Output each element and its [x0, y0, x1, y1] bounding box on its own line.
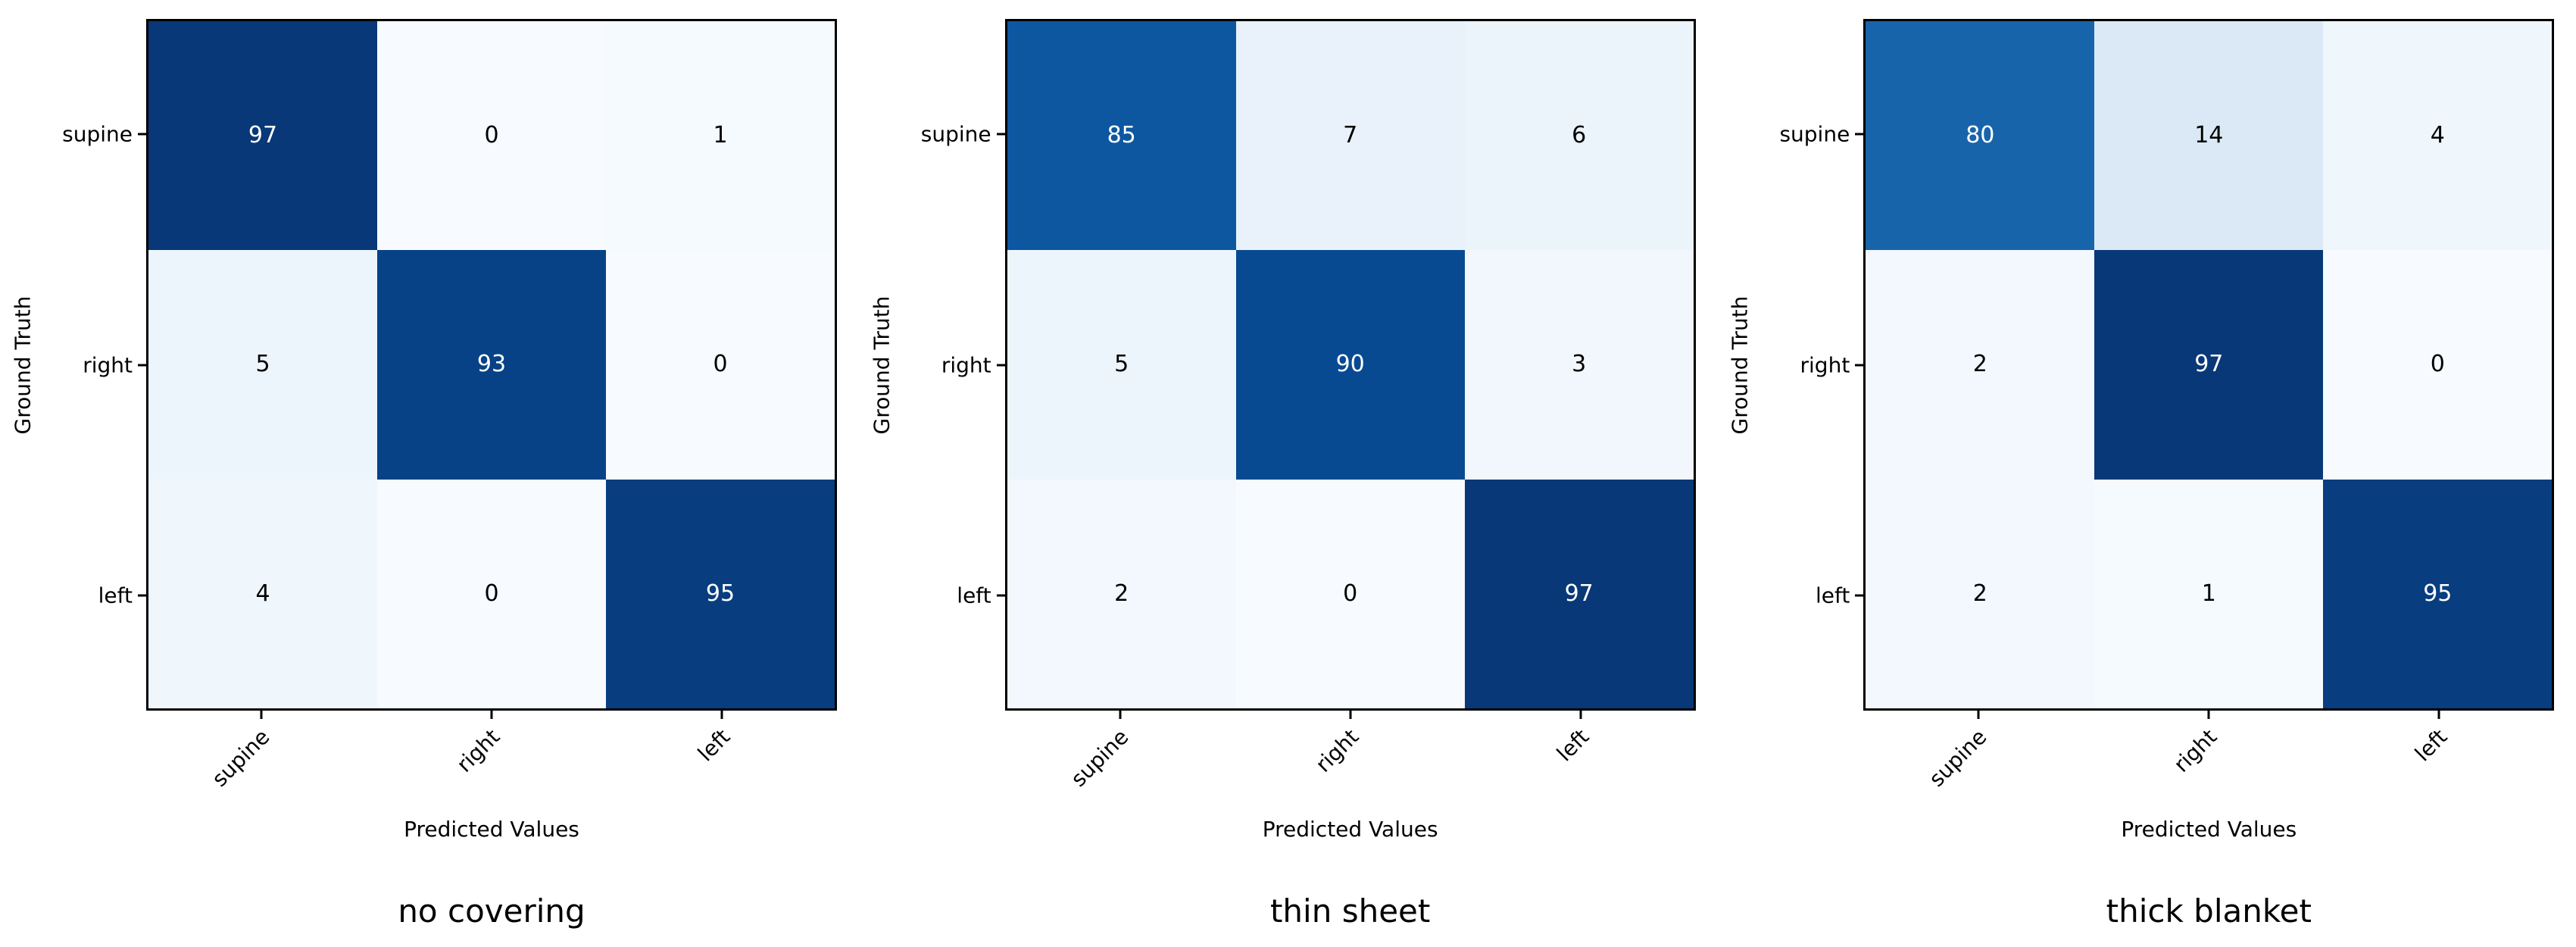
- heatmap-cell: 85: [1007, 21, 1236, 251]
- heatmap-cell-value: 14: [2194, 122, 2224, 149]
- y-tick-label: supine: [1779, 121, 1850, 147]
- y-tick-mark: [996, 364, 1005, 366]
- x-axis-label: Predicted Values: [1262, 817, 1438, 842]
- heatmap-cell: 14: [2094, 21, 2324, 251]
- panel-title: no covering: [398, 892, 585, 930]
- y-tick-label: right: [941, 352, 991, 377]
- heatmap-cell-value: 0: [484, 122, 499, 149]
- y-tick-mark: [996, 133, 1005, 136]
- y-tick-mark: [138, 594, 146, 597]
- heatmap-cell: 0: [377, 479, 606, 708]
- heatmap-cell-value: 80: [1966, 122, 1995, 149]
- heatmap-cell-value: 4: [255, 580, 270, 607]
- y-tick-mark: [996, 594, 1005, 597]
- heatmap-cell-value: 6: [1572, 122, 1587, 149]
- confusion-matrix-panel: 85 7 6 5 90 3 2 0 97 supine right left supine right le…: [859, 0, 1718, 947]
- heatmap-cell-value: 95: [2423, 580, 2453, 607]
- heatmap-cell-value: 0: [713, 351, 728, 378]
- x-tick-mark: [1579, 711, 1582, 719]
- heatmap-cell-value: 85: [1107, 122, 1136, 149]
- y-axis-label: Ground Truth: [869, 295, 895, 434]
- heatmap-cell: 5: [1007, 250, 1236, 480]
- y-tick-label: left: [98, 583, 133, 608]
- x-tick-mark: [1119, 711, 1122, 719]
- heatmap-cell: 0: [1235, 479, 1465, 708]
- heatmap-cell-value: 5: [1114, 351, 1129, 378]
- heatmap-grid: 97 0 1 5 93 0 4 0 95: [146, 19, 837, 711]
- heatmap-cell-value: 97: [1564, 580, 1594, 607]
- panel-title: thin sheet: [1269, 892, 1431, 930]
- heatmap-cell: 2: [1007, 479, 1236, 708]
- y-tick-mark: [1855, 364, 1864, 366]
- heatmap-grid: 80 14 4 2 97 0 2 1 95: [1863, 19, 2555, 711]
- heatmap-cell: 97: [1464, 479, 1694, 708]
- heatmap-cell-value: 97: [248, 122, 278, 149]
- heatmap-cell-value: 0: [484, 580, 499, 607]
- y-tick-label: supine: [62, 121, 133, 147]
- heatmap-cell: 5: [148, 250, 377, 480]
- heatmap-cell-value: 90: [1335, 351, 1365, 378]
- heatmap-cell: 0: [377, 21, 606, 251]
- x-tick-mark: [1349, 711, 1352, 719]
- heatmap-cell-value: 0: [1343, 580, 1358, 607]
- heatmap-cell-value: 2: [1972, 580, 1987, 607]
- confusion-matrix-panel: 80 14 4 2 97 0 2 1 95 supine right left supine right l…: [1717, 0, 2576, 947]
- heatmap-cell: 80: [1866, 21, 2095, 251]
- heatmap-cell-value: 1: [2201, 580, 2216, 607]
- y-tick-label: left: [1815, 583, 1850, 608]
- y-tick-mark: [138, 364, 146, 366]
- heatmap-cell-value: 3: [1572, 351, 1587, 378]
- heatmap-cell-value: 4: [2430, 122, 2445, 149]
- x-tick-mark: [720, 711, 723, 719]
- heatmap-cell: 4: [148, 479, 377, 708]
- x-tick-mark: [1977, 711, 1980, 719]
- heatmap-cell: 3: [1464, 250, 1694, 480]
- heatmap-cell-value: 2: [1114, 580, 1129, 607]
- heatmap-grid: 85 7 6 5 90 3 2 0 97: [1004, 19, 1696, 711]
- heatmap-cell: 2: [1866, 250, 2095, 480]
- y-tick-mark: [1855, 594, 1864, 597]
- heatmap-cell: 1: [606, 21, 835, 251]
- heatmap-cell: 95: [606, 479, 835, 708]
- x-tick-mark: [2437, 711, 2440, 719]
- heatmap-cell-value: 0: [2430, 351, 2445, 378]
- y-tick-mark: [1855, 133, 1864, 136]
- heatmap-cell: 95: [2323, 479, 2553, 708]
- heatmap-cell-value: 7: [1343, 122, 1358, 149]
- panel-title: thick blanket: [2106, 892, 2312, 930]
- y-tick-mark: [138, 133, 146, 136]
- x-axis-label: Predicted Values: [2121, 817, 2297, 842]
- y-tick-label: right: [1800, 352, 1850, 377]
- x-tick-mark: [490, 711, 493, 719]
- heatmap-cell-value: 97: [2194, 351, 2224, 378]
- y-axis-label: Ground Truth: [10, 295, 36, 434]
- x-axis-label: Predicted Values: [404, 817, 579, 842]
- x-tick-mark: [260, 711, 263, 719]
- y-tick-label: supine: [920, 121, 991, 147]
- heatmap-cell: 0: [2323, 250, 2553, 480]
- y-tick-label: right: [83, 352, 133, 377]
- confusion-matrix-panel: 97 0 1 5 93 0 4 0 95 supine right left supine right le…: [0, 0, 859, 947]
- heatmap-cell: 0: [606, 250, 835, 480]
- y-tick-label: left: [957, 583, 991, 608]
- y-axis-label: Ground Truth: [1727, 295, 1753, 434]
- heatmap-cell-value: 1: [713, 122, 728, 149]
- heatmap-cell: 97: [148, 21, 377, 251]
- x-tick-mark: [2207, 711, 2210, 719]
- heatmap-cell-value: 5: [255, 351, 270, 378]
- heatmap-cell: 2: [1866, 479, 2095, 708]
- heatmap-cell: 90: [1235, 250, 1465, 480]
- heatmap-cell: 1: [2094, 479, 2324, 708]
- heatmap-cell-value: 95: [705, 580, 735, 607]
- heatmap-cell: 93: [377, 250, 606, 480]
- heatmap-cell-value: 2: [1972, 351, 1987, 378]
- heatmap-cell: 4: [2323, 21, 2553, 251]
- heatmap-cell-value: 93: [476, 351, 507, 378]
- heatmap-cell: 7: [1235, 21, 1465, 251]
- heatmap-cell: 97: [2094, 250, 2324, 480]
- heatmap-cell: 6: [1464, 21, 1694, 251]
